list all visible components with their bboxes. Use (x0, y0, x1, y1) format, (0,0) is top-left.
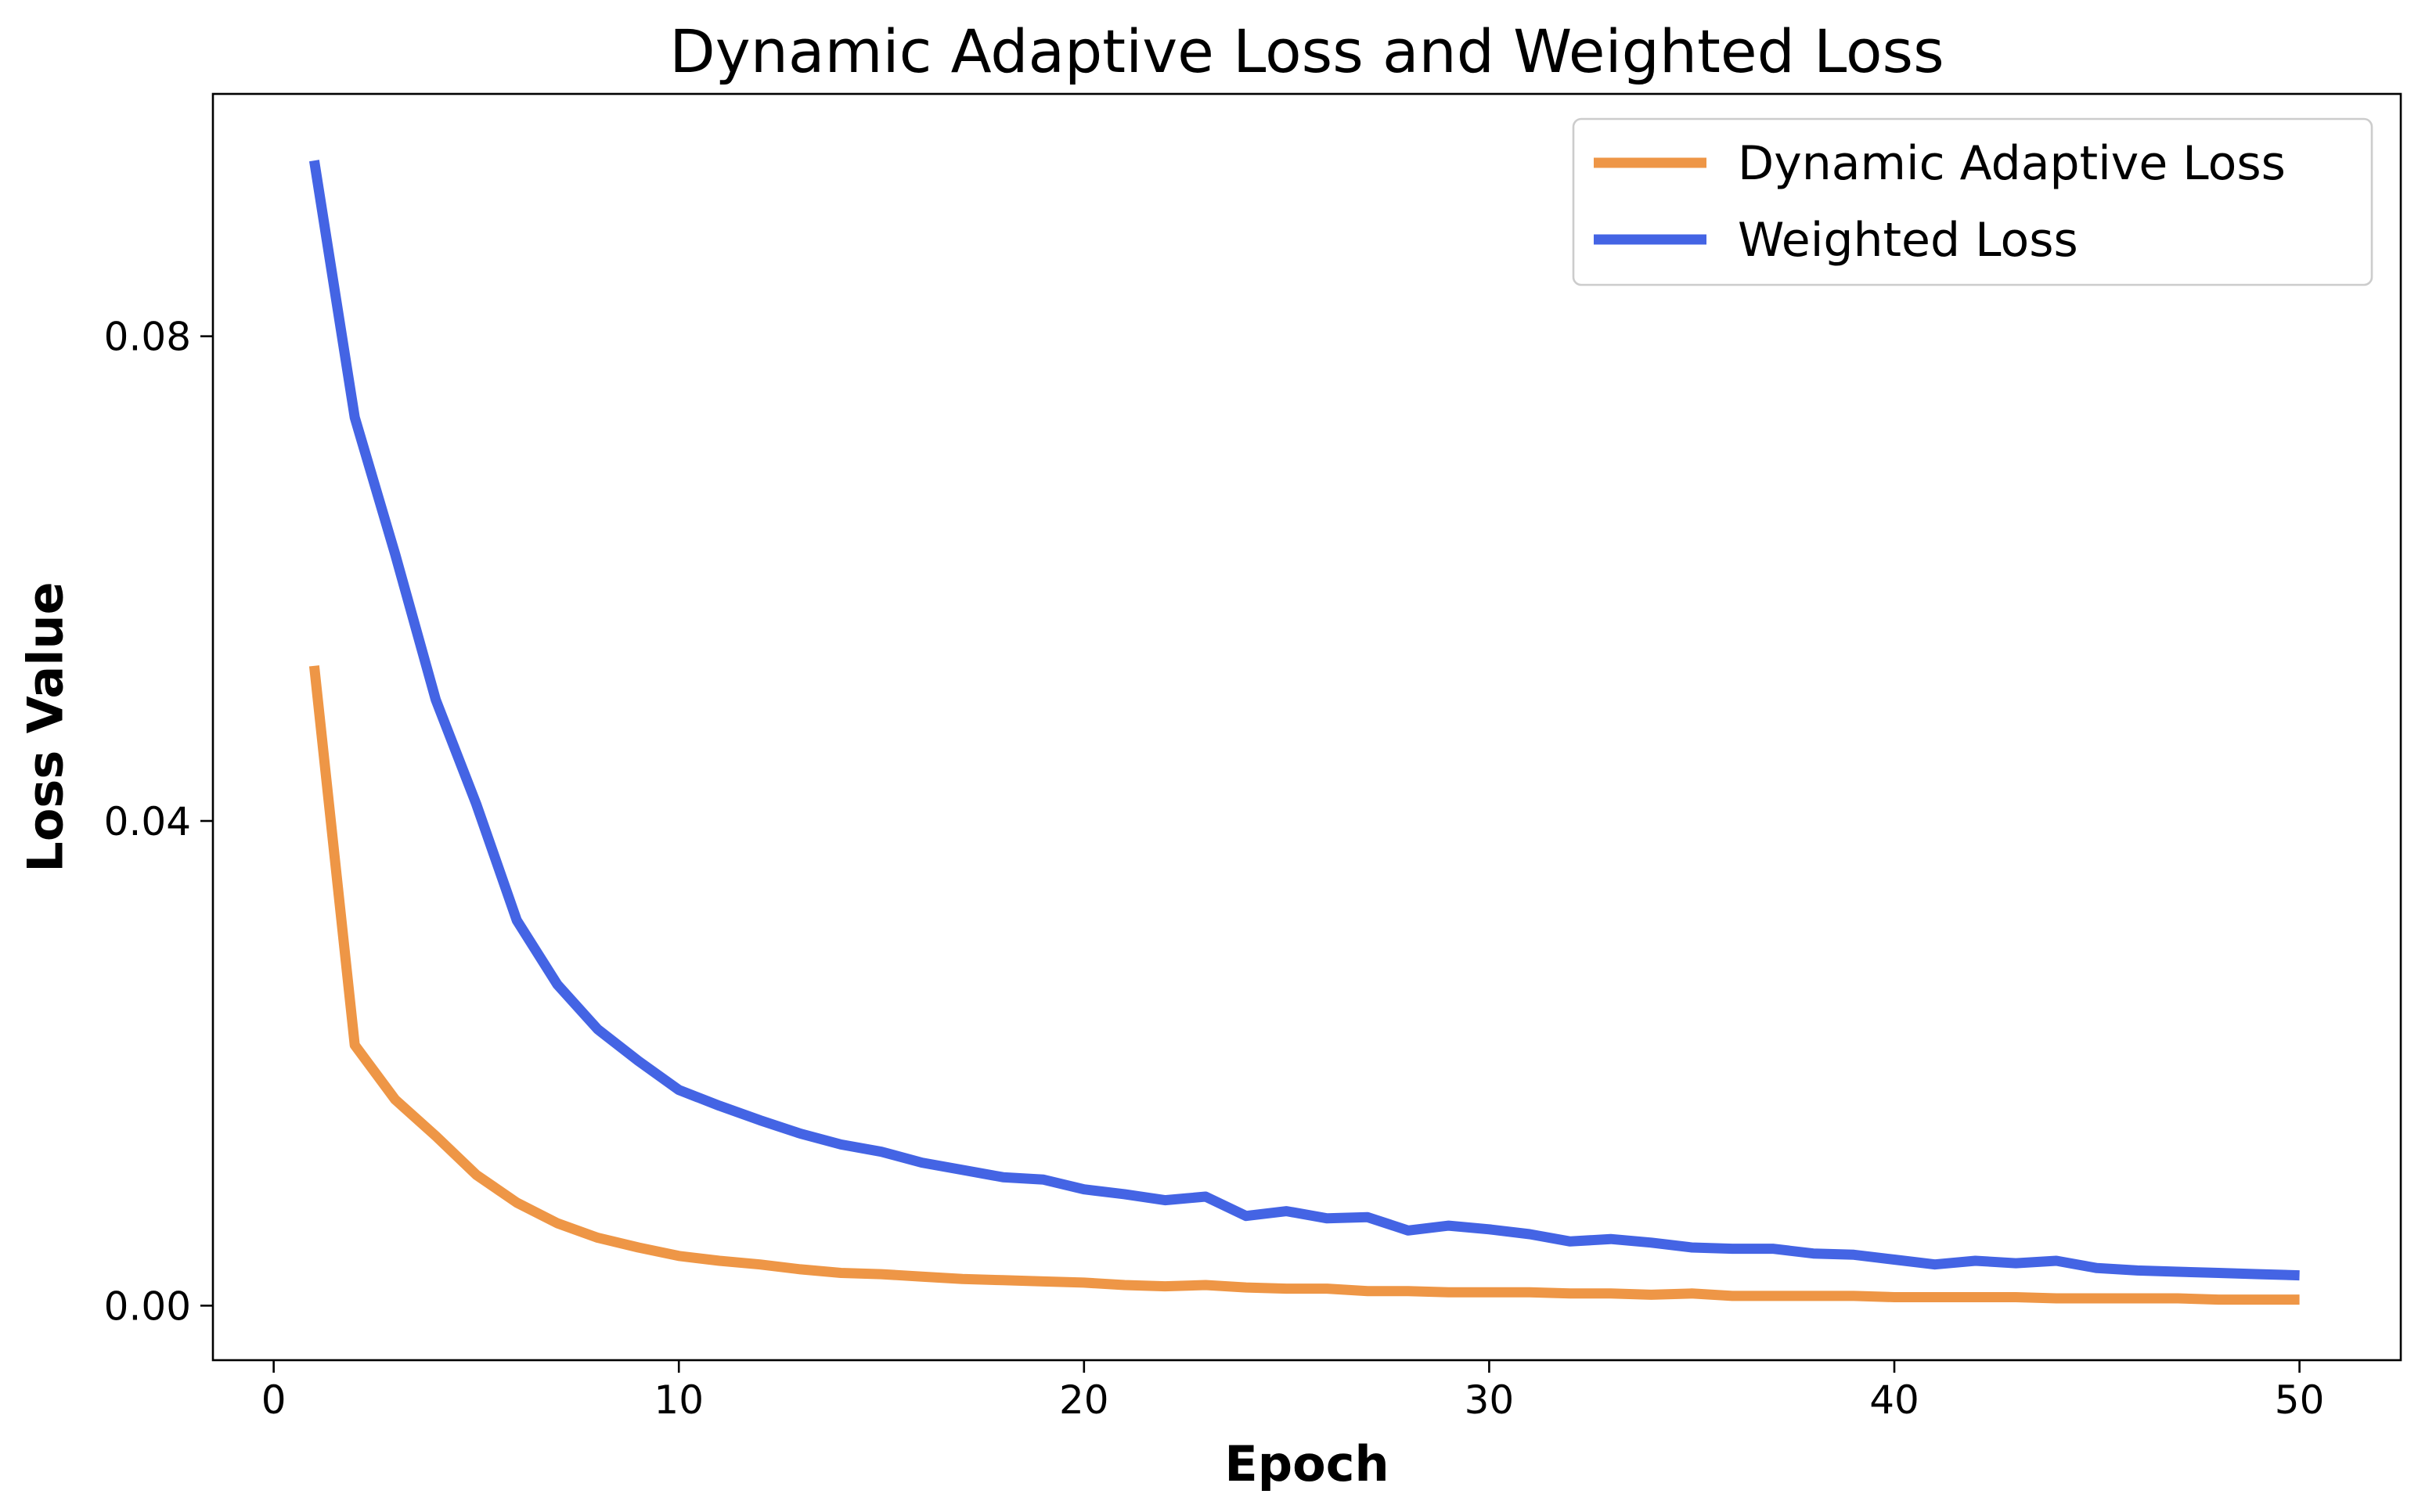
x-axis-label: Epoch (1224, 1435, 1389, 1492)
y-tick-label: 0.04 (104, 799, 191, 844)
x-axis-ticks: 0 10 20 30 40 50 (261, 1360, 2325, 1423)
y-axis-ticks: 0.00 0.04 0.08 (104, 315, 213, 1329)
legend-frame (1572, 117, 2373, 286)
chart-title: Dynamic Adaptive Loss and Weighted Loss (669, 16, 1944, 86)
series-layer (308, 160, 2300, 1305)
x-tick-label: 30 (1465, 1377, 1515, 1423)
legend-label: Dynamic Adaptive Loss (1738, 136, 2286, 191)
series-line-dynamic-adaptive-loss (308, 665, 2300, 1305)
series-line-weighted-loss (308, 160, 2300, 1281)
x-tick-label: 20 (1059, 1377, 1109, 1423)
x-tick-label: 40 (1869, 1377, 1919, 1423)
plot-area-frame (211, 92, 2402, 1362)
y-tick-label: 0.08 (104, 315, 191, 360)
x-tick-label: 0 (261, 1377, 286, 1423)
y-axis-label: Loss Value (17, 581, 74, 872)
y-tick-label: 0.00 (104, 1283, 191, 1329)
x-tick-label: 50 (2275, 1377, 2325, 1423)
x-tick-label: 10 (654, 1377, 704, 1423)
legend-label: Weighted Loss (1738, 213, 2078, 268)
legend: Dynamic Adaptive Loss Weighted Loss (1572, 117, 2373, 286)
